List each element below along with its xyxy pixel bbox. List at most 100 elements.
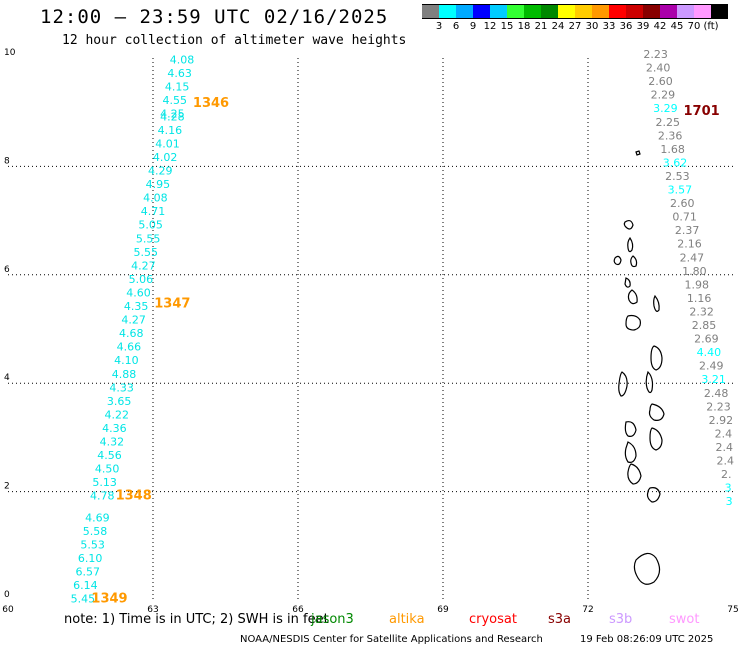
atoll-outline: [623, 219, 634, 230]
legend-swatch: [626, 4, 643, 19]
x-tick-label: 63: [147, 605, 158, 615]
x-tick-label: 72: [582, 605, 593, 615]
legend-swatch: [694, 4, 711, 19]
satellite-label-s3a: s3a: [548, 612, 572, 627]
wave-height-value: 3.29: [653, 102, 678, 115]
legend-swatch: [575, 4, 592, 19]
atoll-outline: [653, 294, 660, 312]
y-tick-label: 10: [4, 48, 16, 58]
wave-height-value: 4.15: [165, 81, 190, 94]
wave-height-value: 4.32: [100, 436, 125, 449]
wave-height-value: 2.23: [706, 400, 731, 413]
legend-label: 39: [636, 21, 650, 32]
wave-height-value: 2.4: [717, 455, 735, 468]
legend-label: 30: [585, 21, 599, 32]
atoll-outline: [635, 150, 641, 156]
pass-label: 1346: [193, 96, 229, 111]
legend-label: 9: [469, 21, 477, 32]
atoll-outline: [633, 552, 661, 585]
credit-text: NOAA/NESDIS Center for Satellite Applica…: [240, 634, 543, 645]
legend-label: 3: [435, 21, 443, 32]
atoll-outline: [624, 421, 637, 437]
wave-height-value: 5.58: [83, 525, 108, 538]
wave-height-value: 2.29: [651, 89, 676, 102]
wave-height-value: 2.4: [715, 427, 733, 440]
wave-height-value: 4.25: [160, 108, 185, 121]
wave-height-value: 2.37: [675, 224, 700, 237]
legend-swatch: [524, 4, 541, 19]
legend-swatch: [490, 4, 507, 19]
wave-height-value: 4.08: [143, 192, 168, 205]
generated-timestamp: 19 Feb 08:26:09 UTC 2025: [580, 634, 714, 645]
wave-height-value: 4.33: [109, 381, 134, 394]
wave-height-value: 2.69: [694, 333, 719, 346]
wave-height-value: 4.63: [167, 67, 192, 80]
wave-height-value: 4.68: [119, 327, 144, 340]
wave-height-value: 2.49: [699, 360, 724, 373]
wave-height-value: 4.27: [131, 259, 156, 272]
y-tick-label: 2: [4, 482, 10, 492]
wave-height-value: 5.55: [134, 246, 159, 259]
legend-swatch: [660, 4, 677, 19]
wave-height-value: 2.23: [643, 48, 668, 61]
y-tick-label: 6: [4, 265, 10, 275]
legend-label: 45: [670, 21, 684, 32]
satellite-label-jason3: jason3: [311, 612, 354, 627]
legend-swatch: [473, 4, 490, 19]
map-title: 12:00 — 23:59 UTC 02/16/2025: [40, 6, 389, 28]
atoll-outline: [624, 277, 631, 288]
legend-swatch: [711, 4, 728, 19]
legend-swatch: [507, 4, 524, 19]
y-tick-label: 4: [4, 373, 10, 383]
legend-label: 24: [551, 21, 565, 32]
wave-height-value: 6.57: [76, 566, 101, 579]
wave-height-value: 6.14: [73, 579, 98, 592]
atoll-outline: [625, 314, 641, 331]
atoll-outline: [627, 236, 634, 253]
wave-height-value: 4.16: [158, 124, 183, 137]
wave-height-value: 3.62: [663, 156, 688, 169]
satellite-label-cryosat: cryosat: [469, 612, 517, 627]
wave-height-value: 4.66: [117, 341, 142, 354]
legend-label: 36: [619, 21, 633, 32]
wave-height-value: 4.29: [148, 165, 173, 178]
wave-height-value: 2.92: [709, 414, 734, 427]
wave-height-value: 4.50: [95, 463, 120, 476]
legend-label: 12: [483, 21, 497, 32]
x-tick-label: 75: [727, 605, 738, 615]
wave-height-value: 1.68: [660, 143, 685, 156]
pass-label: 1701: [683, 104, 719, 119]
wave-height-value: 4.69: [85, 511, 110, 524]
pass-label: 1347: [154, 296, 190, 311]
wave-height-value: 3: [726, 495, 733, 508]
wave-height-value: 4.08: [170, 53, 195, 66]
legend-swatch: [456, 4, 473, 19]
wave-height-value: 2.32: [689, 305, 714, 318]
legend-label: 18: [517, 21, 531, 32]
wave-height-value: 4.56: [97, 449, 122, 462]
wave-height-value: 4.02: [153, 151, 178, 164]
atoll-outline: [613, 255, 622, 266]
wave-height-value: 3.21: [701, 373, 726, 386]
footnote: note: 1) Time is in UTC; 2) SWH is in fe…: [64, 612, 329, 627]
pass-label: 1349: [91, 592, 127, 607]
x-tick-label: 60: [2, 605, 14, 615]
legend-swatch: [558, 4, 575, 19]
y-tick-label: 0: [4, 590, 10, 600]
wave-height-value: 3.57: [668, 184, 693, 197]
legend-swatch: [439, 4, 456, 19]
wave-height-value: 1.98: [685, 278, 710, 291]
wave-height-value: 2.60: [648, 75, 673, 88]
color-legend: 3 6 9 12 15 18 21 24 27 30 33 36 39 42 45 70 (ft): [422, 4, 728, 36]
atoll-outline: [648, 403, 665, 421]
legend-label: 70: [687, 21, 701, 32]
wave-height-value: 5.06: [129, 273, 154, 286]
legend-label: 33: [602, 21, 616, 32]
wave-height-value: 2.25: [656, 116, 681, 129]
wave-height-value: 4.36: [102, 422, 127, 435]
wave-height-value: 4.10: [114, 354, 139, 367]
legend-swatch: [422, 4, 439, 19]
atoll-outline: [650, 345, 663, 371]
legend-label: 21: [534, 21, 548, 32]
